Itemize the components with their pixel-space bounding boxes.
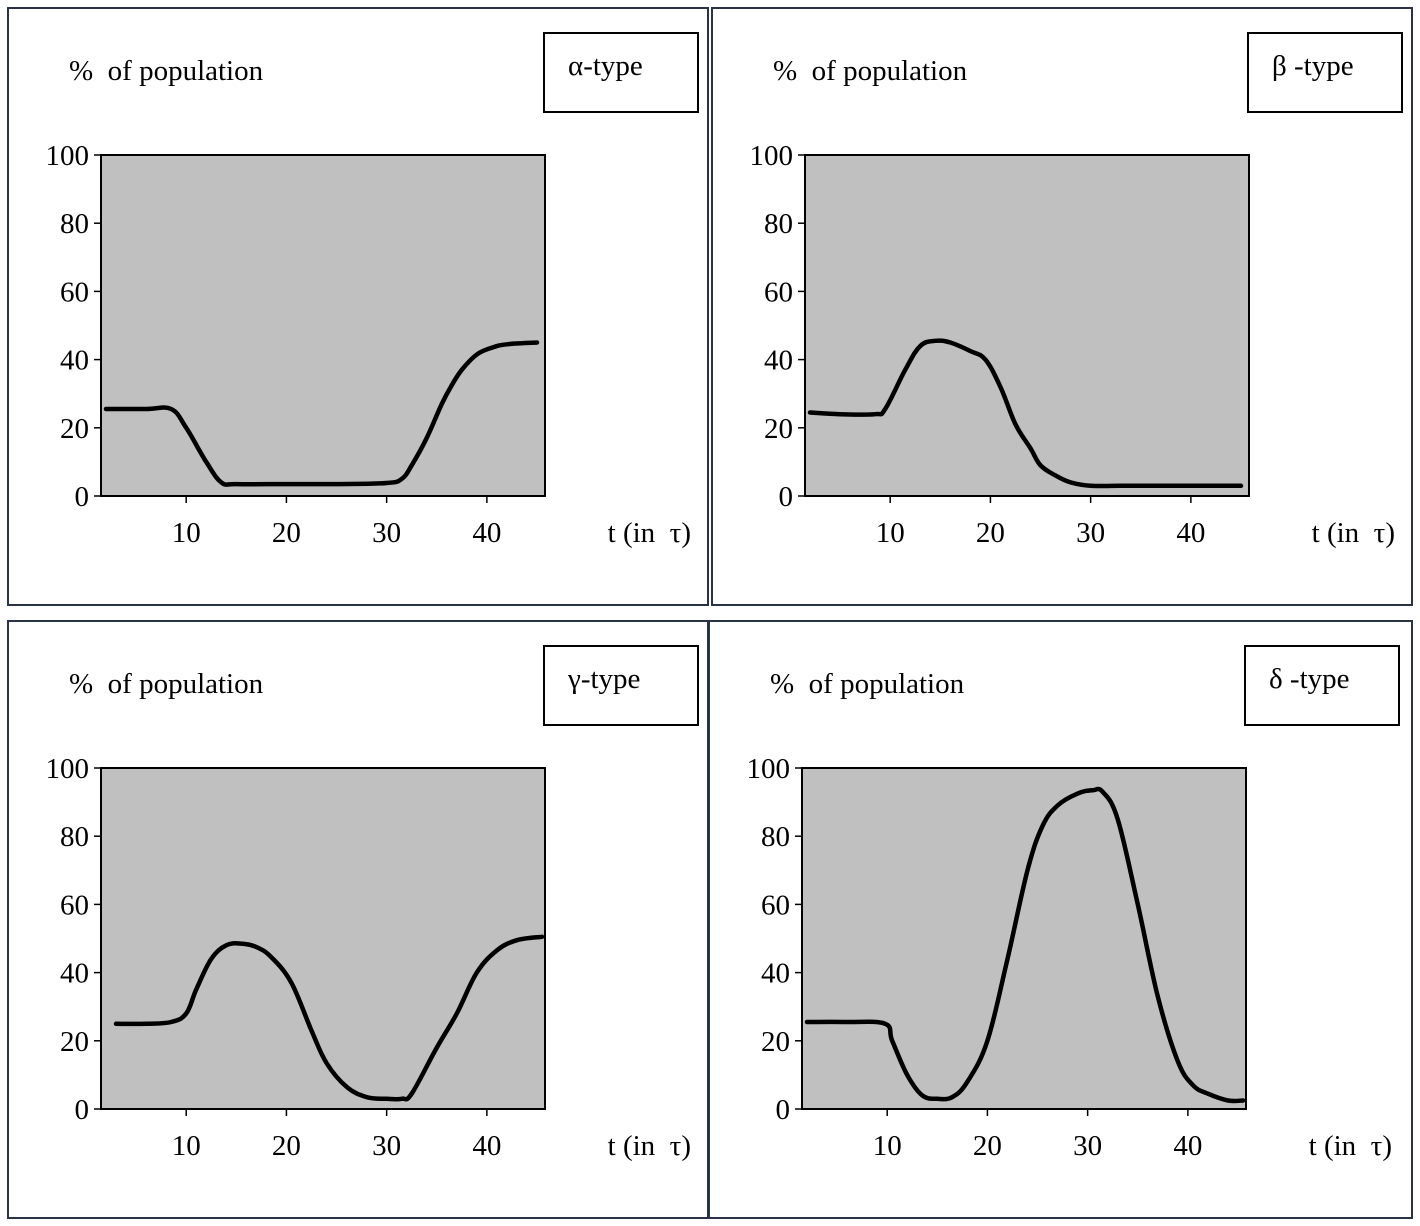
series-line xyxy=(103,340,540,487)
chart-panel-delta: % of population δ -type 0 20 40 60 80 100 10 20 30… xyxy=(708,620,1413,1219)
legend-box xyxy=(1244,645,1400,726)
chart-svg: % of population γ-type 0 20 40 60 80 100 10 20 30 4… xyxy=(46,645,699,1162)
y-axis-label: % of population xyxy=(69,55,264,87)
chart-svg: % of population β -type 0 20 40 60 80 100 10 20 30… xyxy=(750,32,1403,549)
legend: δ -type xyxy=(1244,645,1400,726)
legend-box xyxy=(543,645,699,726)
x-tick-label: 40 xyxy=(1176,517,1205,549)
y-tick-label: 20 xyxy=(60,413,89,445)
y-tick-label: 20 xyxy=(761,1026,790,1058)
x-tick-label: 30 xyxy=(1073,1130,1102,1162)
y-axis-label: % of population xyxy=(69,668,264,700)
chart-svg: % of population δ -type 0 20 40 60 80 100 10 20 30… xyxy=(747,645,1400,1162)
plot-area xyxy=(801,767,1247,1110)
y-tick-label: 100 xyxy=(747,753,791,785)
y-tick-label: 80 xyxy=(764,208,793,240)
y-tick-label: 80 xyxy=(761,821,790,853)
y-tick-label: 60 xyxy=(60,276,89,308)
legend-label: β -type xyxy=(1272,50,1354,82)
y-tick-label: 40 xyxy=(764,345,793,377)
y-tick-label: 40 xyxy=(60,958,89,990)
y-tick-label: 0 xyxy=(776,1094,791,1126)
y-tick-label: 40 xyxy=(761,958,790,990)
legend-box xyxy=(1247,32,1403,113)
series-line xyxy=(804,786,1246,1104)
y-tick-label: 80 xyxy=(60,208,89,240)
y-tick-label: 0 xyxy=(779,481,794,513)
chart-panel-gamma: % of population γ-type 0 20 40 60 80 100 10 20 30 4… xyxy=(7,620,709,1219)
y-axis-label: % of population xyxy=(770,668,965,700)
x-tick-label: 30 xyxy=(372,517,401,549)
x-tick-label: 30 xyxy=(372,1130,401,1162)
x-axis-label: t (in τ) xyxy=(608,1130,691,1162)
x-tick-label: 20 xyxy=(272,517,301,549)
x-tick-label: 10 xyxy=(873,1130,902,1162)
x-tick-label: 30 xyxy=(1076,517,1105,549)
x-axis-label: t (in τ) xyxy=(608,517,691,549)
x-tick-label: 40 xyxy=(472,1130,501,1162)
y-tick-label: 80 xyxy=(60,821,89,853)
y-tick-label: 100 xyxy=(750,140,794,172)
legend: β -type xyxy=(1247,32,1403,113)
x-tick-label: 20 xyxy=(976,517,1005,549)
y-tick-label: 60 xyxy=(761,889,790,921)
y-tick-label: 40 xyxy=(60,345,89,377)
legend-box xyxy=(543,32,699,113)
legend-label: γ-type xyxy=(567,663,640,695)
y-axis-label: % of population xyxy=(773,55,968,87)
x-tick-label: 40 xyxy=(1173,1130,1202,1162)
y-tick-label: 20 xyxy=(60,1026,89,1058)
x-tick-label: 40 xyxy=(472,517,501,549)
series-line xyxy=(807,338,1244,489)
legend: α-type xyxy=(543,32,699,113)
x-tick-label: 10 xyxy=(172,1130,201,1162)
chart-svg: % of population α-type 0 20 40 60 80 100 10 20 30 4… xyxy=(46,32,699,549)
y-tick-label: 60 xyxy=(60,889,89,921)
legend-label: δ -type xyxy=(1269,663,1350,695)
y-tick-label: 0 xyxy=(75,481,90,513)
x-axis-label: t (in τ) xyxy=(1309,1130,1392,1162)
chart-panel-beta: % of population β -type 0 20 40 60 80 100 10 20 30… xyxy=(711,7,1413,606)
y-tick-label: 100 xyxy=(46,753,90,785)
x-tick-label: 20 xyxy=(272,1130,301,1162)
legend: γ-type xyxy=(543,645,699,726)
x-axis-label: t (in τ) xyxy=(1312,517,1395,549)
y-tick-label: 100 xyxy=(46,140,90,172)
chart-panel-alpha: % of population α-type 0 20 40 60 80 100 10 20 30 4… xyxy=(7,7,709,606)
plot-area xyxy=(100,154,546,497)
x-tick-label: 10 xyxy=(172,517,201,549)
series-line xyxy=(113,934,545,1102)
x-tick-label: 20 xyxy=(973,1130,1002,1162)
y-tick-label: 20 xyxy=(764,413,793,445)
x-tick-label: 10 xyxy=(876,517,905,549)
y-tick-label: 60 xyxy=(764,276,793,308)
legend-label: α-type xyxy=(568,50,643,82)
y-tick-label: 0 xyxy=(75,1094,90,1126)
